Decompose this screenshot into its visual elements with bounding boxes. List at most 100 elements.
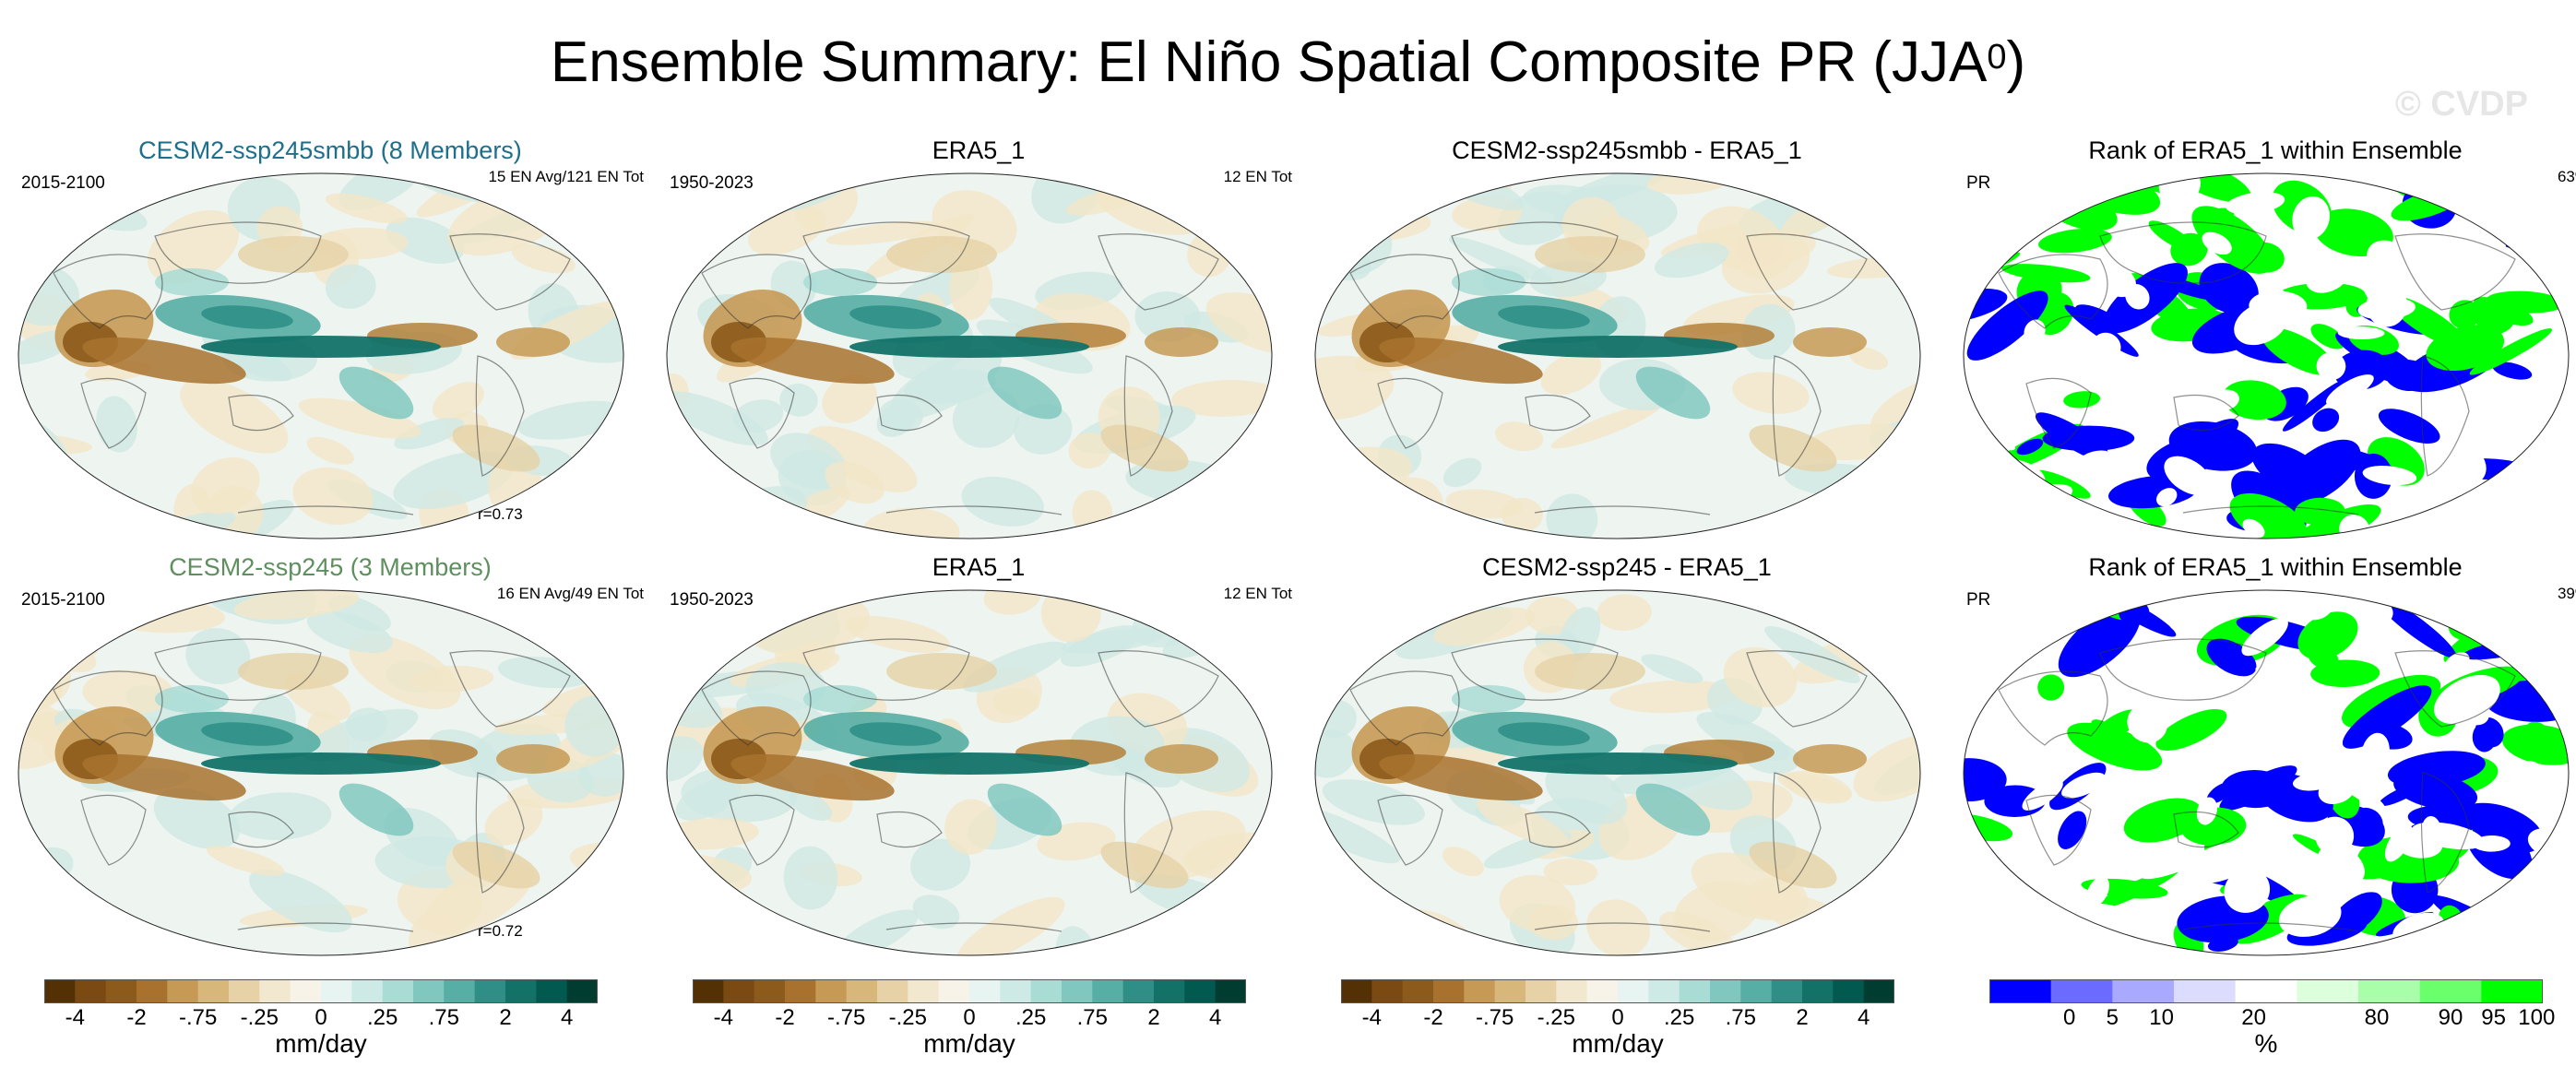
colorbar-swatch [1525, 979, 1557, 1003]
colorbar-swatch [1863, 979, 1894, 1003]
colorbar-tick-label: 5 [2106, 1005, 2119, 1030]
panel-title: ERA5_1 [932, 553, 1026, 581]
colorbar-rank: 0 5 10 20 80 90 95 100 % [1989, 979, 2555, 1059]
colorbar-swatch [938, 979, 970, 1003]
colorbar-swatch [1802, 979, 1834, 1003]
colorbar-tick-label: -2 [775, 1005, 795, 1030]
colorbar-swatch [197, 979, 230, 1003]
colorbar-tick-label: .75 [428, 1005, 460, 1030]
colorbar-tick-label: .25 [366, 1005, 398, 1030]
panel-correlation: r=0.72 [478, 922, 523, 940]
colorbar-swatch [1184, 979, 1217, 1003]
panel-period: 1950-2023 [670, 590, 754, 610]
precip-anomaly-map [1314, 589, 1921, 956]
panel-correlation: r=0.73 [478, 505, 523, 523]
colorbar-tick-label: -4 [713, 1005, 733, 1030]
colorbar-tick-label: -4 [1361, 1005, 1382, 1030]
colorbar-swatch [1341, 979, 1372, 1003]
panel-count: 39% [2557, 585, 2576, 602]
colorbar-tick-label: .25 [1015, 1005, 1047, 1030]
colorbar-tick-label: 20 [2241, 1005, 2267, 1030]
panel-period: 2015-2100 [21, 173, 105, 193]
colorbar-unit: mm/day [275, 1029, 367, 1058]
colorbar-swatch [2481, 979, 2543, 1003]
colorbar-swatch [1092, 979, 1124, 1003]
colorbar-swatch [1215, 979, 1246, 1003]
colorbar-tick-label: .75 [1076, 1005, 1109, 1030]
colorbar-tick-label: 95 [2481, 1005, 2507, 1030]
panel-count: 15 EN Avg/121 EN Tot [488, 168, 644, 185]
colorbar-tick-label: 0 [315, 1005, 327, 1030]
colorbar-swatch [1556, 979, 1588, 1003]
colorbar-tick-label: 4 [560, 1005, 574, 1030]
colorbar-swatch [2235, 979, 2297, 1003]
colorbar-swatch [1122, 979, 1155, 1003]
colorbar-unit: mm/day [923, 1029, 1015, 1058]
colorbar-swatch [1464, 979, 1496, 1003]
colorbar-swatch [2050, 979, 2113, 1003]
panel-count: 12 EN Tot [1223, 585, 1292, 602]
colorbar-tick-label: 0 [2062, 1005, 2076, 1030]
colorbar-swatch [2419, 979, 2482, 1003]
colorbar-swatch [754, 979, 786, 1003]
panel-title: CESM2-ssp245 (3 Members) [169, 553, 492, 581]
map-panel: ERA5_1 1950-2023 12 EN Tot [665, 136, 1311, 542]
map-panel: ERA5_1 1950-2023 12 EN Tot [665, 553, 1311, 959]
panel-period: PR [1966, 173, 1991, 193]
colorbar-tick-label: 4 [1208, 1005, 1222, 1030]
colorbar-swatch [846, 979, 878, 1003]
rank-map [1963, 589, 2570, 956]
map-panel: Rank of ERA5_1 within Ensemble PR 39% [1962, 553, 2576, 959]
colorbar-swatch [2112, 979, 2175, 1003]
colorbar-swatch [1000, 979, 1032, 1003]
colorbar-swatch [444, 979, 476, 1003]
colorbar-tick-label: 2 [499, 1005, 512, 1030]
colorbar-tick-label: -2 [126, 1005, 147, 1030]
colorbar-swatch [1648, 979, 1680, 1003]
colorbar-swatch [908, 979, 940, 1003]
colorbar-swatch [1833, 979, 1865, 1003]
colorbar-tick-label: -.25 [240, 1005, 279, 1030]
precip-anomaly-map [666, 172, 1273, 539]
colorbar-swatch [167, 979, 199, 1003]
colorbar-swatch [1740, 979, 1773, 1003]
colorbar-swatch [1402, 979, 1434, 1003]
colorbar-tick-label: -.25 [888, 1005, 928, 1030]
precip-anomaly-map [666, 589, 1273, 956]
panel-title: CESM2-ssp245smbb (8 Members) [138, 136, 522, 164]
colorbar-swatch [2174, 979, 2237, 1003]
colorbar-swatch [44, 979, 76, 1003]
colorbar-swatch [785, 979, 816, 1003]
colorbar-unit: % [2254, 1029, 2278, 1058]
panel-title: CESM2-ssp245 - ERA5_1 [1482, 553, 1772, 581]
colorbar-swatch [1062, 979, 1093, 1003]
rank-map [1963, 172, 2570, 539]
panel-count: 63% [2557, 168, 2576, 185]
figure-title: Ensemble Summary: El Niño Spatial Compos… [550, 30, 2026, 94]
colorbar-swatch [1710, 979, 1741, 1003]
colorbar-swatch [382, 979, 414, 1003]
colorbar-tick-label: 100 [2518, 1005, 2556, 1030]
colorbar-tick-label: 80 [2364, 1005, 2390, 1030]
colorbar-tick-label: 0 [1611, 1005, 1624, 1030]
panel-title: ERA5_1 [932, 136, 1026, 164]
colorbar-swatch [693, 979, 724, 1003]
colorbar-swatch [1618, 979, 1649, 1003]
panel-title: CESM2-ssp245smbb - ERA5_1 [1452, 136, 1802, 164]
colorbar-swatch [2297, 979, 2359, 1003]
colorbar-tick-label: -.75 [826, 1005, 866, 1030]
colorbar-unit: mm/day [1572, 1029, 1664, 1058]
cvdp-watermark: © CVDP [2394, 85, 2528, 124]
colorbar-field-2: -4 -2 -.75 -.25 0 .25 .75 2 4 mm/day [693, 979, 1246, 1059]
precip-anomaly-map [1314, 172, 1921, 539]
panel-title: Rank of ERA5_1 within Ensemble [2088, 553, 2463, 581]
panel-count: 12 EN Tot [1223, 168, 1292, 185]
colorbar-swatch [1586, 979, 1619, 1003]
colorbar-swatch [290, 979, 322, 1003]
colorbar-swatch [969, 979, 1001, 1003]
colorbar-tick-label: -.75 [1475, 1005, 1514, 1030]
colorbar-tick-label: .25 [1663, 1005, 1695, 1030]
map-panel: CESM2-ssp245smbb - ERA5_1 [1313, 136, 1959, 542]
colorbar-tick-label: -4 [65, 1005, 85, 1030]
colorbar-swatch [321, 979, 352, 1003]
